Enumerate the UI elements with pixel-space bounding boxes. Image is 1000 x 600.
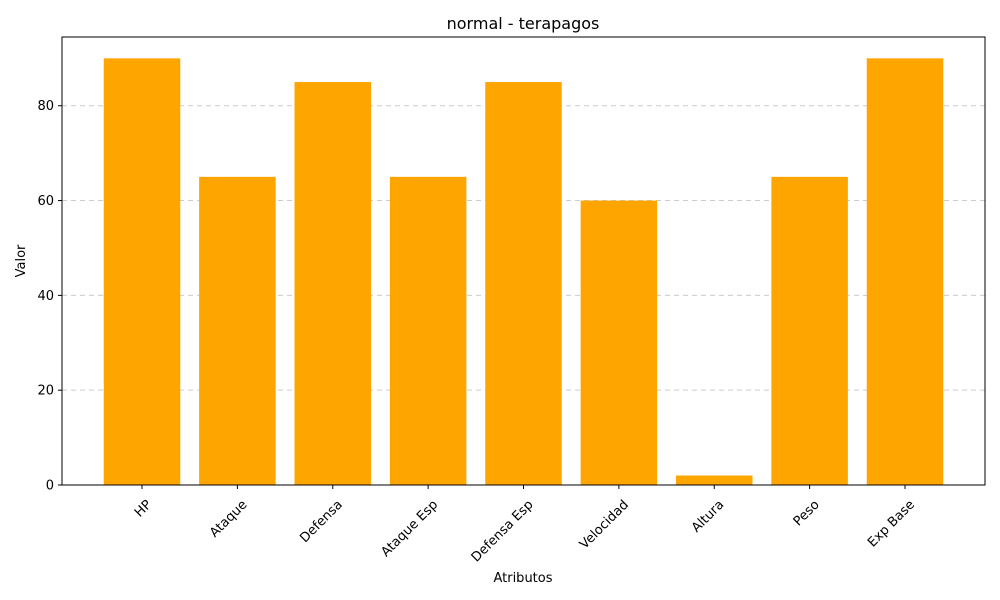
y-axis-label: Valor bbox=[14, 244, 29, 277]
chart-title: normal - terapagos bbox=[447, 14, 600, 33]
x-tick-label: Altura bbox=[689, 497, 727, 535]
bar-defensa-esp bbox=[485, 82, 562, 485]
x-tick-label: Velocidad bbox=[577, 497, 632, 552]
y-tick-label: 0 bbox=[46, 479, 54, 494]
bar-peso bbox=[771, 176, 848, 485]
x-tick-label: HP bbox=[132, 497, 155, 520]
bar-velocidad bbox=[580, 200, 658, 486]
x-ticks: HP Ataque Defensa Ataque Esp Defensa Esp Velo… bbox=[132, 485, 918, 565]
x-tick-label: Peso bbox=[791, 497, 823, 529]
bar-defensa bbox=[294, 82, 371, 485]
x-axis-label: Atributos bbox=[493, 571, 552, 586]
x-tick-label: Exp Base bbox=[865, 497, 918, 550]
bar-ataque bbox=[199, 176, 276, 485]
bar-hp bbox=[103, 58, 181, 485]
y-tick-label: 60 bbox=[37, 194, 54, 209]
y-tick-label: 80 bbox=[37, 99, 54, 114]
y-ticks: 0 20 40 60 80 bbox=[37, 99, 62, 494]
y-tick-label: 20 bbox=[37, 384, 54, 399]
bar-altura bbox=[676, 475, 753, 485]
bar-exp-base bbox=[866, 58, 944, 485]
x-tick-label: Ataque Esp bbox=[379, 497, 442, 560]
x-tick-label: Ataque bbox=[207, 497, 250, 540]
bar-ataque-esp bbox=[389, 176, 467, 485]
x-tick-label: Defensa bbox=[297, 497, 345, 545]
bars bbox=[103, 58, 944, 486]
x-tick-label: Defensa Esp bbox=[469, 497, 537, 565]
y-tick-label: 40 bbox=[37, 289, 54, 304]
